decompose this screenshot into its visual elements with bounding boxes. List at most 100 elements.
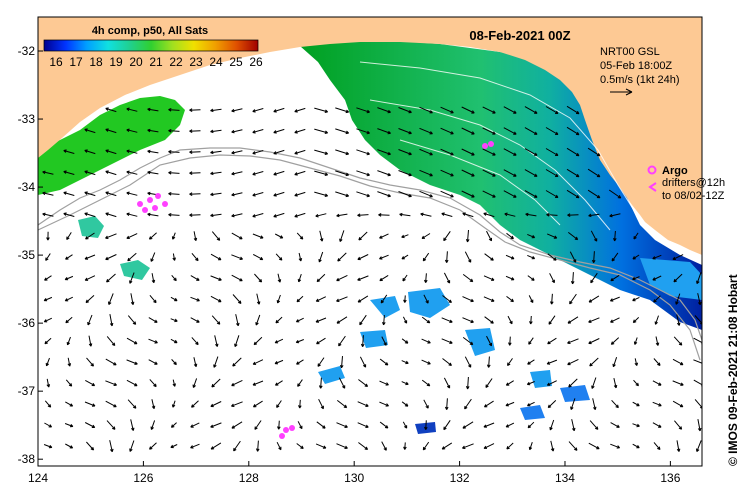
credit-text: © IMOS 09-Feb-2021 21:08 Hobart bbox=[726, 274, 740, 466]
argo-marker bbox=[152, 205, 158, 211]
current-arrow bbox=[297, 273, 302, 283]
argo-marker bbox=[147, 197, 153, 203]
current-arrow bbox=[546, 359, 558, 365]
current-arrow bbox=[294, 191, 306, 197]
current-arrow bbox=[462, 296, 474, 303]
colorbar-title: 4h comp, p50, All Sats bbox=[92, 25, 208, 37]
current-arrow bbox=[45, 253, 51, 261]
current-arrow bbox=[84, 275, 96, 281]
current-arrow bbox=[210, 171, 222, 176]
current-arrow bbox=[255, 314, 261, 326]
current-arrow bbox=[419, 169, 433, 177]
current-arrow bbox=[527, 275, 535, 281]
current-arrow bbox=[567, 338, 579, 344]
lat-tick-label: -35 bbox=[18, 248, 36, 262]
colorbar-tick-label: 18 bbox=[89, 55, 103, 69]
current-arrow bbox=[170, 296, 178, 302]
current-arrow bbox=[632, 401, 640, 407]
current-arrow bbox=[440, 148, 454, 156]
current-arrow bbox=[486, 335, 492, 347]
current-arrow bbox=[231, 254, 243, 260]
current-arrow bbox=[105, 128, 117, 134]
sst-western-patch bbox=[38, 96, 185, 195]
current-arrow bbox=[210, 129, 222, 134]
current-arrow bbox=[461, 127, 475, 135]
current-arrow bbox=[419, 127, 433, 135]
current-arrow bbox=[610, 274, 620, 282]
current-arrow bbox=[191, 400, 199, 408]
current-arrow bbox=[168, 107, 180, 112]
current-arrow bbox=[274, 233, 284, 239]
current-arrow bbox=[503, 127, 517, 135]
current-arrow bbox=[381, 441, 387, 451]
current-arrow bbox=[191, 337, 199, 346]
current-arrow bbox=[149, 442, 157, 450]
current-arrow bbox=[46, 378, 51, 388]
current-arrow bbox=[569, 251, 577, 263]
sst-patch bbox=[465, 328, 495, 356]
current-arrow bbox=[483, 296, 495, 302]
current-arrow bbox=[462, 443, 474, 449]
current-arrow bbox=[399, 212, 411, 217]
current-arrow bbox=[632, 276, 640, 281]
current-arrow bbox=[421, 233, 431, 239]
current-arrow bbox=[46, 231, 50, 241]
current-arrow bbox=[275, 316, 283, 324]
current-arrow bbox=[464, 356, 472, 368]
current-arrow bbox=[106, 273, 116, 283]
current-arrow bbox=[273, 170, 285, 176]
current-arrow bbox=[126, 170, 138, 175]
current-arrow bbox=[84, 212, 96, 218]
lon-tick-label: 124 bbox=[28, 471, 48, 485]
current-arrow bbox=[465, 376, 470, 390]
current-arrow bbox=[338, 377, 346, 389]
current-arrow bbox=[420, 212, 432, 217]
current-arrow bbox=[503, 169, 517, 177]
current-arrow bbox=[524, 127, 538, 135]
current-arrow bbox=[421, 359, 431, 365]
colorbar-tick-label: 20 bbox=[129, 55, 143, 69]
current-arrow bbox=[252, 108, 264, 113]
current-arrow bbox=[505, 275, 515, 281]
current-arrow bbox=[440, 106, 454, 114]
current-arrow bbox=[65, 254, 73, 260]
current-arrow bbox=[503, 148, 517, 156]
current-arrow bbox=[379, 401, 389, 407]
current-arrow bbox=[189, 213, 201, 217]
sst-contour bbox=[359, 61, 641, 221]
current-arrow bbox=[170, 318, 178, 323]
lon-tick-label: 130 bbox=[344, 471, 364, 485]
sst-patch bbox=[408, 288, 450, 318]
current-arrow bbox=[147, 170, 159, 175]
current-arrow bbox=[294, 170, 306, 176]
current-arrow bbox=[273, 107, 285, 113]
current-arrow bbox=[545, 106, 559, 114]
current-arrow bbox=[64, 296, 74, 302]
current-arrow bbox=[335, 149, 350, 156]
current-arrow bbox=[421, 316, 431, 324]
date-title: 08-Feb-2021 00Z bbox=[469, 28, 570, 43]
current-arrow bbox=[547, 253, 557, 261]
current-arrow bbox=[85, 232, 95, 240]
current-arrow bbox=[127, 252, 137, 262]
current-arrow bbox=[44, 400, 52, 408]
current-arrow bbox=[231, 401, 243, 407]
current-arrow bbox=[462, 274, 474, 283]
sst-patch bbox=[520, 405, 545, 420]
current-arrow bbox=[566, 105, 580, 115]
current-arrow bbox=[87, 314, 93, 326]
current-arrow bbox=[591, 377, 597, 389]
current-arrow bbox=[696, 440, 702, 452]
current-arrow bbox=[570, 398, 576, 410]
current-arrow bbox=[274, 359, 284, 365]
current-arrow bbox=[485, 378, 493, 388]
current-arrow bbox=[359, 314, 367, 326]
current-arrow bbox=[84, 128, 96, 134]
current-arrow bbox=[508, 336, 512, 346]
current-arrow bbox=[587, 147, 601, 157]
current-arrow bbox=[64, 275, 74, 281]
current-arrow bbox=[252, 359, 264, 365]
current-arrow bbox=[254, 273, 263, 283]
current-arrow bbox=[588, 295, 600, 303]
current-arrow bbox=[357, 275, 369, 281]
